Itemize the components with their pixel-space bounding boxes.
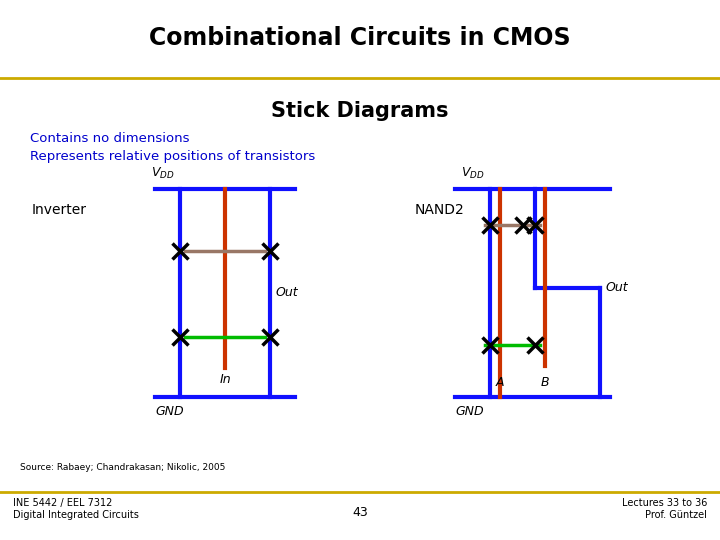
Text: Lectures 33 to 36
Prof. Güntzel: Lectures 33 to 36 Prof. Güntzel	[621, 498, 707, 520]
Text: Out: Out	[276, 286, 299, 299]
Text: $V_{DD}$: $V_{DD}$	[462, 166, 485, 181]
Text: INE 5442 / EEL 7312
Digital Integrated Circuits: INE 5442 / EEL 7312 Digital Integrated C…	[13, 498, 139, 520]
Text: GND: GND	[155, 405, 184, 418]
Text: GND: GND	[455, 405, 484, 418]
Text: Out: Out	[606, 281, 629, 294]
Text: A: A	[496, 376, 504, 389]
Text: $V_{DD}$: $V_{DD}$	[151, 166, 175, 181]
Text: 43: 43	[352, 506, 368, 519]
Text: NAND2: NAND2	[415, 203, 464, 217]
Text: Source: Rabaey; Chandrakasan; Nikolic, 2005: Source: Rabaey; Chandrakasan; Nikolic, 2…	[20, 463, 225, 471]
Text: B: B	[541, 376, 549, 389]
Text: Contains no dimensions: Contains no dimensions	[30, 132, 189, 145]
Text: In: In	[219, 373, 231, 386]
Text: Inverter: Inverter	[32, 203, 87, 217]
Text: Represents relative positions of transistors: Represents relative positions of transis…	[30, 150, 315, 163]
Text: Stick Diagrams: Stick Diagrams	[271, 100, 449, 121]
Text: Combinational Circuits in CMOS: Combinational Circuits in CMOS	[149, 26, 571, 50]
